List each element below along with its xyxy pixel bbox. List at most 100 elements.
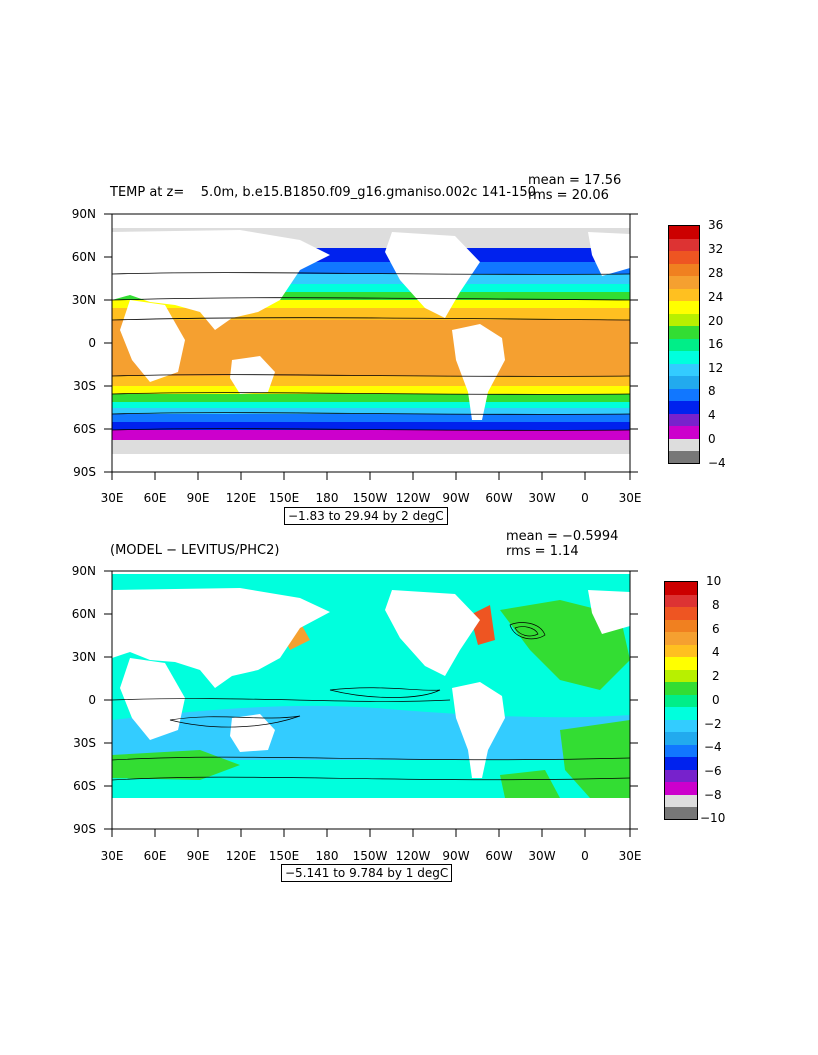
cb2-swatch — [665, 644, 697, 657]
panel1-lon-90e: 90E — [186, 491, 210, 505]
panel1-lat-30s: 30S — [73, 379, 96, 393]
panel2-lon-30e: 30E — [100, 849, 124, 863]
panel2-lon-90w: 90W — [442, 849, 470, 863]
panel1-lon-30e-end: 30E — [618, 491, 642, 505]
panel1-lat-30n: 30N — [71, 293, 96, 307]
panel1-lon-120w: 120W — [395, 491, 431, 505]
panel1-lon-150w: 150W — [352, 491, 388, 505]
cb2-swatch — [665, 682, 697, 695]
cb1-swatch — [669, 451, 699, 463]
cb2-label-2: 2 — [712, 669, 720, 683]
panel2-lat-30s: 30S — [73, 736, 96, 750]
cb2-swatch — [665, 744, 697, 757]
panel2-lon-120e: 120E — [225, 849, 257, 863]
cb1-swatch — [669, 263, 699, 276]
panel1-lon-90w: 90W — [442, 491, 470, 505]
panel2-lon-0: 0 — [581, 849, 589, 863]
panel1-lat-60n: 60N — [71, 250, 96, 264]
cb2-swatch — [665, 657, 697, 670]
cb2-swatch — [665, 782, 697, 795]
panel2-lon-150e: 150E — [268, 849, 300, 863]
panel1-range-label: −1.83 to 29.94 by 2 degC — [284, 507, 448, 525]
cb2-swatch — [665, 707, 697, 720]
panel2-lon-60e: 60E — [143, 849, 167, 863]
panel1-lon-120e: 120E — [225, 491, 257, 505]
panel2-lat-90n: 90N — [71, 564, 96, 578]
panel2-colorbar — [664, 581, 698, 820]
cb2-label-6: 6 — [712, 622, 720, 636]
cb2-swatch — [665, 582, 697, 595]
panel1-lon-180: 180 — [315, 491, 339, 505]
cb1-label-4: 4 — [708, 408, 716, 422]
panel2-title: (MODEL − LEVITUS/PHC2) — [110, 543, 280, 558]
cb2-label-10: 10 — [706, 574, 722, 588]
panel1-title: TEMP at z= 5.0m, b.e15.B1850.f09_g16.gma… — [110, 185, 536, 200]
cb1-label-8: 8 — [708, 384, 716, 398]
cb1-swatch — [669, 251, 699, 264]
panel1-lat-0: 0 — [88, 336, 96, 350]
cb1-swatch — [669, 238, 699, 251]
cb2-swatch — [665, 794, 697, 807]
cb1-swatch — [669, 276, 699, 289]
cb2-swatch — [665, 757, 697, 770]
cb1-label-36: 36 — [708, 218, 724, 232]
panel1-lon-150e: 150E — [268, 491, 300, 505]
panel2-lon-90e: 90E — [186, 849, 210, 863]
cb1-swatch — [669, 401, 699, 414]
panel2-lon-180: 180 — [315, 849, 339, 863]
cb1-swatch — [669, 351, 699, 364]
cb1-swatch — [669, 313, 699, 326]
cb2-swatch — [665, 607, 697, 620]
cb2-swatch — [665, 594, 697, 607]
cb1-swatch — [669, 301, 699, 314]
cb2-swatch — [665, 807, 697, 819]
panel1-rms: rms = 20.06 — [528, 188, 609, 203]
panel2-lon-150w: 150W — [352, 849, 388, 863]
cb2-label-neg8: −8 — [704, 788, 722, 802]
panel2-lon-60w: 60W — [485, 849, 513, 863]
cb2-label-0: 0 — [712, 693, 720, 707]
cb2-swatch — [665, 619, 697, 632]
cb2-swatch — [665, 719, 697, 732]
panel1-lat-60s: 60S — [73, 422, 96, 436]
cb2-swatch — [665, 732, 697, 745]
panel1-lon-30w: 30W — [528, 491, 556, 505]
panel2-range-label: −5.141 to 9.784 by 1 degC — [281, 864, 453, 882]
cb2-label-4: 4 — [712, 645, 720, 659]
cb1-swatch — [669, 388, 699, 401]
cb2-label-neg10: −10 — [700, 811, 726, 825]
cb1-swatch — [669, 426, 699, 439]
panel1-lat-90n: 90N — [71, 207, 96, 221]
panel2-lon-30e-end: 30E — [618, 849, 642, 863]
cb2-label-8: 8 — [712, 598, 720, 612]
cb1-swatch — [669, 413, 699, 426]
cb1-swatch — [669, 226, 699, 239]
cb1-swatch — [669, 338, 699, 351]
cb2-swatch — [665, 694, 697, 707]
panel2-lat-30n: 30N — [71, 650, 96, 664]
cb1-swatch — [669, 326, 699, 339]
panel2-lon-30w: 30W — [528, 849, 556, 863]
cb2-label-neg2: −2 — [704, 717, 722, 731]
panel1-lon-60e: 60E — [143, 491, 167, 505]
panel1-colorbar — [668, 225, 700, 464]
panel2-lon-120w: 120W — [395, 849, 431, 863]
panel2-lat-90s: 90S — [73, 822, 96, 836]
cb1-label-28: 28 — [708, 266, 724, 280]
panel2-mean: mean = −0.5994 — [506, 529, 619, 544]
panel2-lat-60s: 60S — [73, 779, 96, 793]
panel2-lat-0: 0 — [88, 693, 96, 707]
panel1-lat-90s: 90S — [73, 465, 96, 479]
cb1-label-neg4: −4 — [708, 456, 726, 470]
panel2-rms: rms = 1.14 — [506, 544, 579, 559]
cb2-swatch — [665, 669, 697, 682]
cb2-label-neg6: −6 — [704, 764, 722, 778]
cb1-swatch — [669, 438, 699, 451]
panel1-lon-60w: 60W — [485, 491, 513, 505]
cb2-label-neg4: −4 — [704, 740, 722, 754]
cb1-swatch — [669, 376, 699, 389]
panel1-lon-30e: 30E — [100, 491, 124, 505]
cb1-label-12: 12 — [708, 361, 724, 375]
